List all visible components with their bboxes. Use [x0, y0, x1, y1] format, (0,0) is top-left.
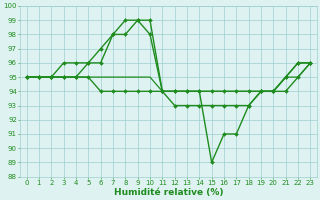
X-axis label: Humidité relative (%): Humidité relative (%)	[114, 188, 223, 197]
